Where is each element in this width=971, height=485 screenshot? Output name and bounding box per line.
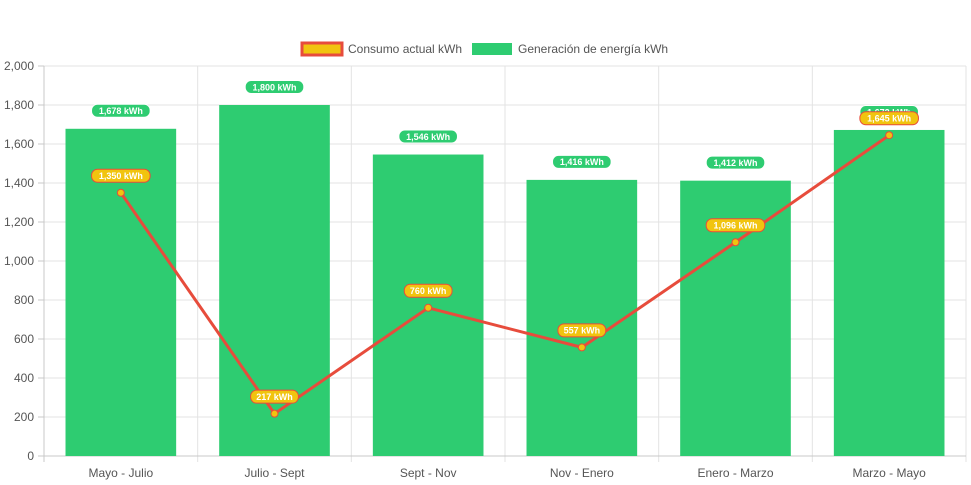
line-data-label-text: 557 kWh [564, 326, 601, 336]
bar-data-label-text: 1,546 kWh [406, 132, 450, 142]
y-tick-label: 1,200 [4, 215, 34, 229]
line-data-label: 557 kWh [557, 323, 607, 338]
line-data-label: 217 kWh [250, 389, 299, 404]
line-data-label-bg [250, 389, 299, 404]
bar-data-label: 1,416 kWh [552, 154, 612, 169]
line-data-label-bg [557, 323, 607, 338]
bar-data-label-bg [244, 80, 305, 94]
bar-data-label-bg [398, 129, 458, 144]
line-point[interactable] [270, 409, 279, 418]
y-tick-label: 200 [14, 410, 34, 424]
legend-item-generacion[interactable]: Generación de energía kWh [472, 42, 668, 56]
line-data-label-text: 760 kWh [410, 286, 447, 296]
x-tick-label: Enero - Marzo [697, 466, 773, 480]
bar-data-label-text: 1,800 kWh [252, 82, 296, 92]
y-tick-label: 2,000 [4, 59, 34, 73]
line-data-label-text: 217 kWh [256, 392, 293, 402]
y-tick-label: 800 [14, 293, 34, 307]
bar[interactable] [833, 129, 945, 456]
legend: Consumo actual kWh Generación de energía… [300, 41, 668, 57]
y-tick-label: 1,800 [4, 98, 34, 112]
bar[interactable] [65, 128, 177, 457]
y-tick-label: 1,000 [4, 254, 34, 268]
line-point[interactable] [577, 343, 586, 352]
y-tick-label: 1,600 [4, 137, 34, 151]
bar-data-label-text: 1,678 kWh [99, 106, 143, 116]
legend-label-consumo: Consumo actual kWh [348, 42, 462, 56]
line-data-label-text: 1,096 kWh [713, 221, 757, 231]
line-data-label-bg [705, 218, 766, 233]
x-tick-label: Julio - Sept [244, 466, 305, 480]
bar[interactable] [526, 179, 638, 456]
line-point[interactable] [731, 238, 740, 247]
x-tick-label: Mayo - Julio [88, 466, 153, 480]
bar-data-label: 1,678 kWh [91, 103, 151, 118]
bar-data-label-bg [91, 103, 151, 118]
y-tick-label: 600 [14, 332, 34, 346]
x-axis: Mayo - Julio Julio - Sept Sept - Nov Nov - … [88, 466, 926, 480]
legend-item-consumo[interactable]: Consumo actual kWh [300, 41, 462, 57]
x-tick-label: Marzo - Mayo [852, 466, 926, 480]
x-tick-label: Nov - Enero [550, 466, 614, 480]
bar-data-label-text: 1,412 kWh [713, 158, 757, 168]
line-data-label: 1,645 kWh [859, 111, 919, 126]
line-data-label-bg [403, 283, 453, 298]
y-tick-label: 400 [14, 371, 34, 385]
line-labels: 1,350 kWh 217 kWh 760 kWh 557 kWh 1,096 kWh 1… [91, 111, 919, 404]
bar-data-label-bg [705, 155, 766, 170]
y-axis: 0 200 400 600 800 1,000 1,200 1,400 1,600 1,800 2,… [4, 59, 44, 463]
line-data-label: 760 kWh [403, 283, 453, 298]
line-point[interactable] [116, 188, 125, 197]
legend-swatch-generacion [472, 43, 512, 55]
line-data-label: 1,096 kWh [705, 218, 766, 233]
line-point[interactable] [885, 131, 894, 140]
y-tick-label: 0 [27, 449, 34, 463]
line-point[interactable] [424, 303, 433, 312]
bar-data-label: 1,546 kWh [398, 129, 458, 144]
bar-data-label-bg [552, 154, 612, 169]
bar-series [65, 105, 945, 457]
line-data-label: 1,350 kWh [91, 168, 151, 183]
y-tick-label: 1,400 [4, 176, 34, 190]
bar-data-label: 1,412 kWh [705, 155, 766, 170]
bar-data-label: 1,800 kWh [244, 80, 305, 94]
x-tick-label: Sept - Nov [400, 466, 457, 480]
line-data-label-bg [859, 111, 919, 126]
legend-swatch-consumo [300, 41, 344, 57]
line-data-label-text: 1,645 kWh [867, 114, 911, 124]
legend-label-generacion: Generación de energía kWh [518, 42, 668, 56]
line-data-label-text: 1,350 kWh [99, 171, 143, 181]
grid [43, 65, 967, 462]
bar-data-label-text: 1,416 kWh [560, 157, 604, 167]
line-data-label-bg [91, 168, 151, 183]
